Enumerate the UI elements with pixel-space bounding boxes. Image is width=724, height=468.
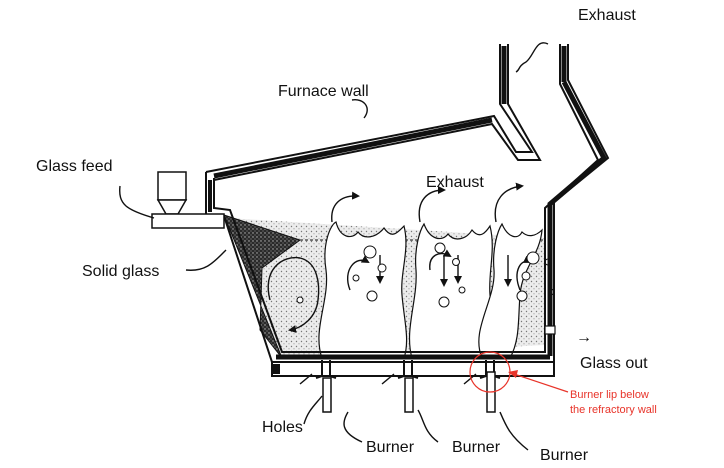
- annotation-arrowhead: [508, 370, 518, 378]
- flow-arrow: [429, 249, 452, 271]
- gas-bubbles: [296, 242, 555, 308]
- burner-3[interactable]: [479, 360, 501, 413]
- leader-lines: [119, 42, 549, 451]
- label-burner-3: Burner: [540, 447, 589, 464]
- label-glass-feed: Glass feed: [36, 158, 112, 175]
- flow-arrow: [347, 255, 370, 291]
- solid-glass-wedge: [223, 214, 302, 359]
- label-burner-1: Burner: [366, 439, 415, 456]
- label-glass-out: Glass out: [580, 355, 648, 372]
- burner-2[interactable]: [397, 360, 419, 413]
- glass-out-arrow-icon: →: [576, 329, 592, 346]
- exhaust-flow-arrow: [418, 186, 446, 223]
- label-burner-2: Burner: [452, 439, 501, 456]
- melt-circulation-left: [267, 256, 320, 333]
- label-furnace-wall: Furnace wall: [278, 83, 369, 100]
- annotation-line-1: Burner lip below: [570, 389, 649, 401]
- burner-flame-1: [318, 221, 408, 359]
- exhaust-flow-arrow: [494, 182, 524, 223]
- annotation-line-2: the refractory wall: [570, 404, 657, 416]
- holes-marks: [299, 373, 477, 385]
- label-exhaust-top: Exhaust: [578, 7, 636, 24]
- furnace-wall: [205, 44, 610, 377]
- burner-1[interactable]: [315, 360, 337, 413]
- annotation-arrow: [513, 373, 569, 393]
- label-holes: Holes: [262, 419, 303, 436]
- label-solid-glass: Solid glass: [82, 263, 159, 280]
- label-exhaust-mid: Exhaust: [426, 174, 484, 191]
- glass-feed-hopper[interactable]: [151, 171, 225, 229]
- exhaust-flow-arrow: [331, 191, 360, 223]
